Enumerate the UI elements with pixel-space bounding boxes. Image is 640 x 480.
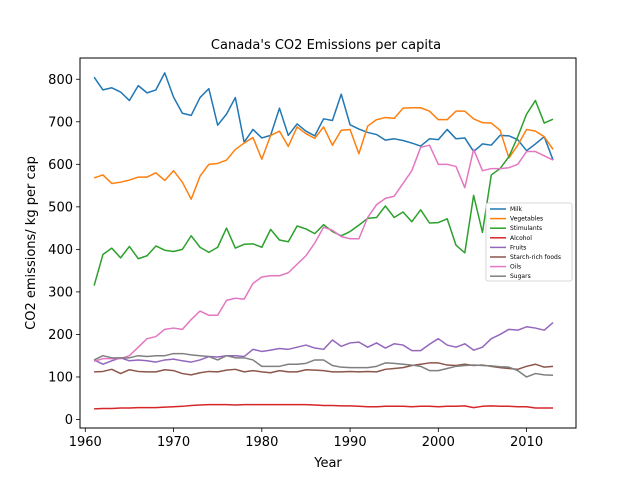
legend-box [485,202,573,282]
y-tick-label-7: 700 [48,115,73,130]
legend-label-0: Milk [510,206,523,213]
series-layer [93,72,554,410]
legend-label-3: Alcohol [510,235,532,242]
series-line-3 [94,403,554,410]
y-tick-label-6: 600 [48,158,73,173]
y-tick-label-4: 400 [48,243,73,258]
legend-label-1: Vegetables [510,216,543,223]
series-line-0 [93,72,554,161]
chart-title: Canada's CO2 Emissions per capita [211,38,441,53]
legend: Milk Vegetables Stimulants Alcohol Fruits Sta… [485,202,573,282]
y-tick-label-5: 500 [48,200,73,215]
y-tick-label-2: 200 [48,328,73,343]
series-line-4 [93,321,554,365]
series-line-2 [93,99,554,286]
legend-label-6: Oils [510,264,521,271]
y-tick-label-0: 0 [65,413,73,428]
x-tick-label-1: 1970 [157,435,190,450]
series-line-6 [93,144,554,362]
legend-items: Milk Vegetables Stimulants Alcohol Fruits Sta… [490,206,561,280]
legend-label-5: Starch-rich foods [510,254,561,261]
legend-label-2: Stimulants [510,225,542,232]
x-axis: 1960 1970 1980 1990 2000 2010 [69,428,543,450]
legend-label-4: Fruits [510,244,526,251]
legend-label-7: Sugars [510,273,531,280]
y-tick-label-8: 800 [48,73,73,88]
series-line-1 [93,107,554,200]
x-tick-label-3: 1990 [334,435,367,450]
series-line-7 [93,352,554,378]
y-tick-label-3: 300 [48,285,73,300]
x-tick-label-4: 2000 [422,435,455,450]
plot-frame [79,57,577,429]
x-axis-label: Year [313,456,342,471]
y-axis-label: CO2 emissions/ kg per cap [24,156,39,330]
x-tick-label-2: 1980 [245,435,278,450]
y-axis: 0 100 200 300 400 500 600 700 800 [48,73,80,428]
x-tick-label-0: 1960 [69,435,102,450]
x-tick-label-5: 2010 [510,435,543,450]
y-tick-label-1: 100 [48,370,73,385]
